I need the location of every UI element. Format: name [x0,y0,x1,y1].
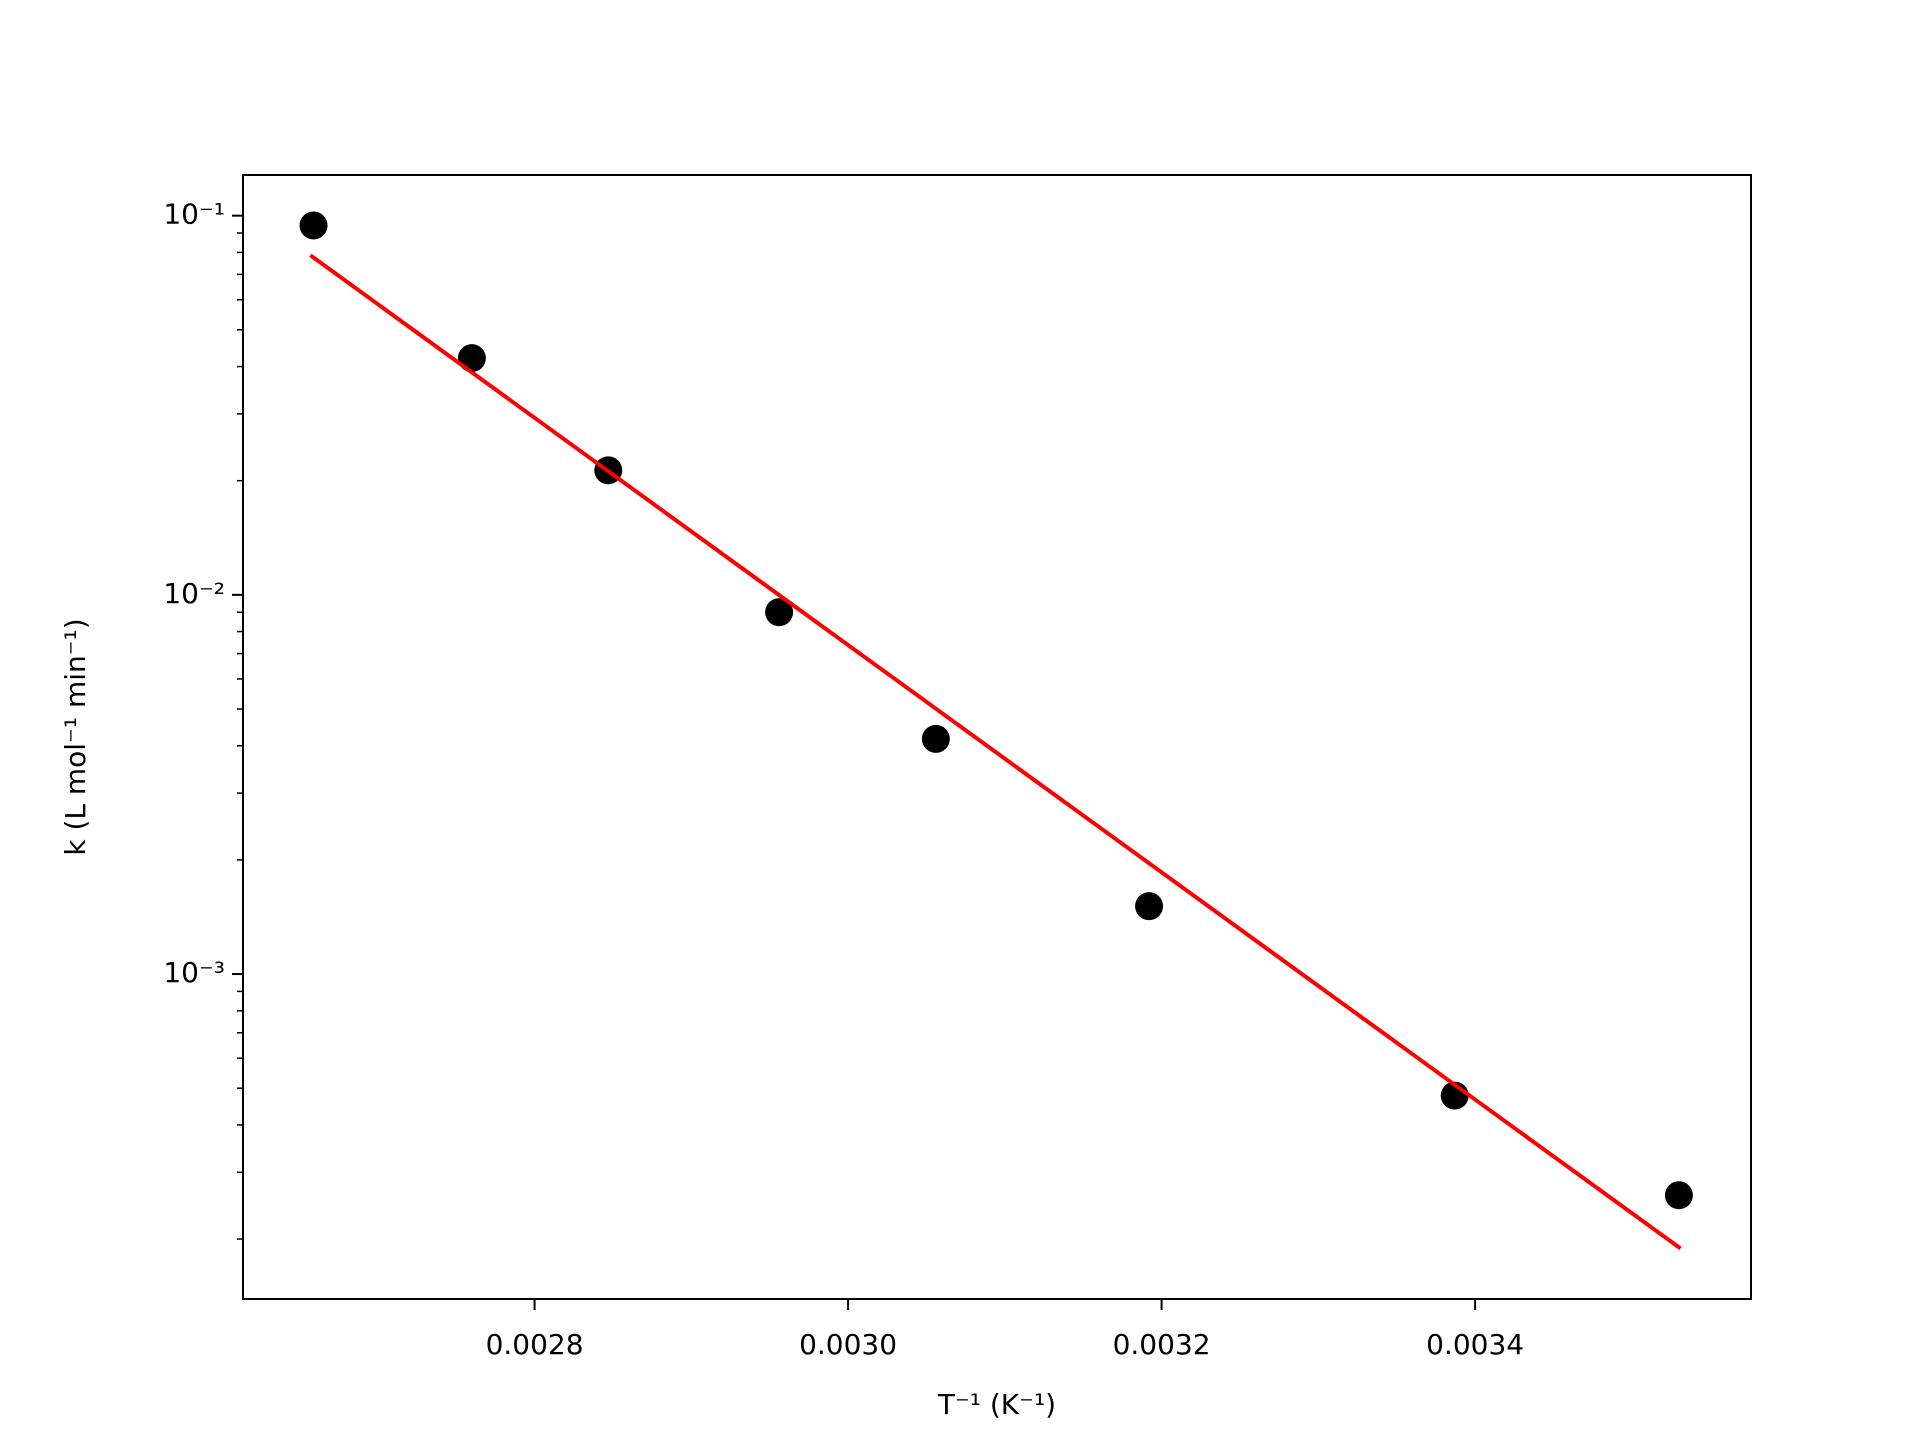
data-point [765,598,794,627]
x-tick-label: 0.0028 [486,1328,584,1361]
y-tick-label: 10⁻² [163,577,225,610]
data-point [1135,892,1164,921]
data-point [1664,1181,1693,1210]
fit-line [309,253,1682,1251]
data-point [299,211,328,240]
x-tick-label: 0.0032 [1113,1328,1211,1361]
data-point [921,724,950,753]
plot-frame [242,174,1752,1300]
x-axis-label: T⁻¹ (K⁻¹) [937,1388,1056,1421]
x-tick-label: 0.0030 [799,1328,897,1361]
y-tick-label: 10⁻¹ [163,198,225,231]
data-point [457,344,486,373]
y-tick-label: 10⁻³ [163,956,225,989]
y-axis-label: k (L mol⁻¹ min⁻¹) [59,618,92,855]
x-tick-label: 0.0034 [1426,1328,1524,1361]
